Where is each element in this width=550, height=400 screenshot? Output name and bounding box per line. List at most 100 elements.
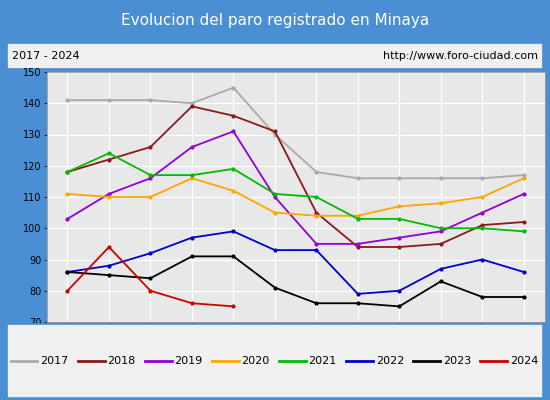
Text: 2020: 2020 bbox=[241, 356, 270, 366]
2021 bbox=[479, 226, 486, 231]
2023 bbox=[189, 254, 195, 259]
2021 bbox=[437, 226, 444, 231]
2024 bbox=[230, 304, 236, 309]
Text: http://www.foro-ciudad.com: http://www.foro-ciudad.com bbox=[383, 51, 538, 61]
Text: 2021: 2021 bbox=[309, 356, 337, 366]
2020 bbox=[272, 210, 278, 215]
2021 bbox=[64, 170, 71, 174]
2021 bbox=[106, 151, 112, 156]
2019 bbox=[437, 229, 444, 234]
2021 bbox=[520, 229, 527, 234]
2021 bbox=[147, 173, 154, 178]
Text: 2019: 2019 bbox=[174, 356, 202, 366]
Text: 2023: 2023 bbox=[443, 356, 471, 366]
Text: 2017 - 2024: 2017 - 2024 bbox=[12, 51, 80, 61]
2022 bbox=[396, 288, 403, 293]
2017 bbox=[230, 85, 236, 90]
2020 bbox=[106, 194, 112, 199]
2021 bbox=[313, 194, 320, 199]
2020 bbox=[313, 213, 320, 218]
2019 bbox=[396, 235, 403, 240]
2017 bbox=[396, 176, 403, 181]
2020 bbox=[437, 201, 444, 206]
2019 bbox=[147, 176, 154, 181]
2021 bbox=[272, 192, 278, 196]
2018 bbox=[272, 129, 278, 134]
Line: 2020: 2020 bbox=[66, 177, 525, 217]
2022 bbox=[479, 257, 486, 262]
2019 bbox=[313, 242, 320, 246]
Line: 2021: 2021 bbox=[66, 152, 525, 233]
2018 bbox=[520, 220, 527, 224]
2017 bbox=[479, 176, 486, 181]
2020 bbox=[147, 194, 154, 199]
Text: 2022: 2022 bbox=[376, 356, 404, 366]
2017 bbox=[355, 176, 361, 181]
Text: 2024: 2024 bbox=[510, 356, 538, 366]
2019 bbox=[479, 210, 486, 215]
2017 bbox=[64, 98, 71, 102]
2017 bbox=[520, 173, 527, 178]
2023 bbox=[64, 270, 71, 274]
2023 bbox=[230, 254, 236, 259]
2021 bbox=[396, 216, 403, 221]
2018 bbox=[106, 157, 112, 162]
2018 bbox=[313, 210, 320, 215]
Line: 2022: 2022 bbox=[66, 230, 525, 295]
2020 bbox=[355, 213, 361, 218]
2023 bbox=[355, 301, 361, 306]
2022 bbox=[520, 270, 527, 274]
2023 bbox=[520, 294, 527, 299]
2021 bbox=[355, 216, 361, 221]
Line: 2018: 2018 bbox=[66, 105, 525, 248]
2020 bbox=[520, 176, 527, 181]
2023 bbox=[272, 285, 278, 290]
2019 bbox=[272, 194, 278, 199]
2017 bbox=[272, 132, 278, 137]
2019 bbox=[230, 129, 236, 134]
2022 bbox=[230, 229, 236, 234]
2018 bbox=[64, 170, 71, 174]
2018 bbox=[189, 104, 195, 109]
2022 bbox=[355, 292, 361, 296]
2019 bbox=[189, 144, 195, 149]
Text: 2018: 2018 bbox=[107, 356, 135, 366]
Line: 2019: 2019 bbox=[66, 130, 525, 245]
2018 bbox=[396, 244, 403, 250]
2020 bbox=[230, 188, 236, 193]
2018 bbox=[479, 223, 486, 228]
2017 bbox=[147, 98, 154, 102]
2018 bbox=[147, 144, 154, 149]
2021 bbox=[189, 173, 195, 178]
2018 bbox=[437, 242, 444, 246]
Text: 2017: 2017 bbox=[40, 356, 68, 366]
2024 bbox=[106, 244, 112, 250]
2020 bbox=[64, 192, 71, 196]
2022 bbox=[64, 270, 71, 274]
2020 bbox=[189, 176, 195, 181]
2023 bbox=[106, 273, 112, 278]
2021 bbox=[230, 166, 236, 171]
2023 bbox=[313, 301, 320, 306]
2022 bbox=[437, 266, 444, 271]
Text: Evolucion del paro registrado en Minaya: Evolucion del paro registrado en Minaya bbox=[121, 14, 429, 28]
2022 bbox=[313, 248, 320, 252]
2023 bbox=[396, 304, 403, 309]
2018 bbox=[355, 244, 361, 250]
2019 bbox=[106, 192, 112, 196]
2020 bbox=[396, 204, 403, 209]
2017 bbox=[189, 101, 195, 106]
2019 bbox=[520, 192, 527, 196]
2022 bbox=[106, 263, 112, 268]
2024 bbox=[189, 301, 195, 306]
Line: 2017: 2017 bbox=[66, 86, 525, 180]
Line: 2023: 2023 bbox=[66, 255, 525, 308]
2024 bbox=[64, 288, 71, 293]
2023 bbox=[147, 276, 154, 281]
2022 bbox=[147, 251, 154, 256]
2017 bbox=[437, 176, 444, 181]
Line: 2024: 2024 bbox=[66, 246, 235, 308]
2019 bbox=[64, 216, 71, 221]
2019 bbox=[355, 242, 361, 246]
2022 bbox=[189, 235, 195, 240]
